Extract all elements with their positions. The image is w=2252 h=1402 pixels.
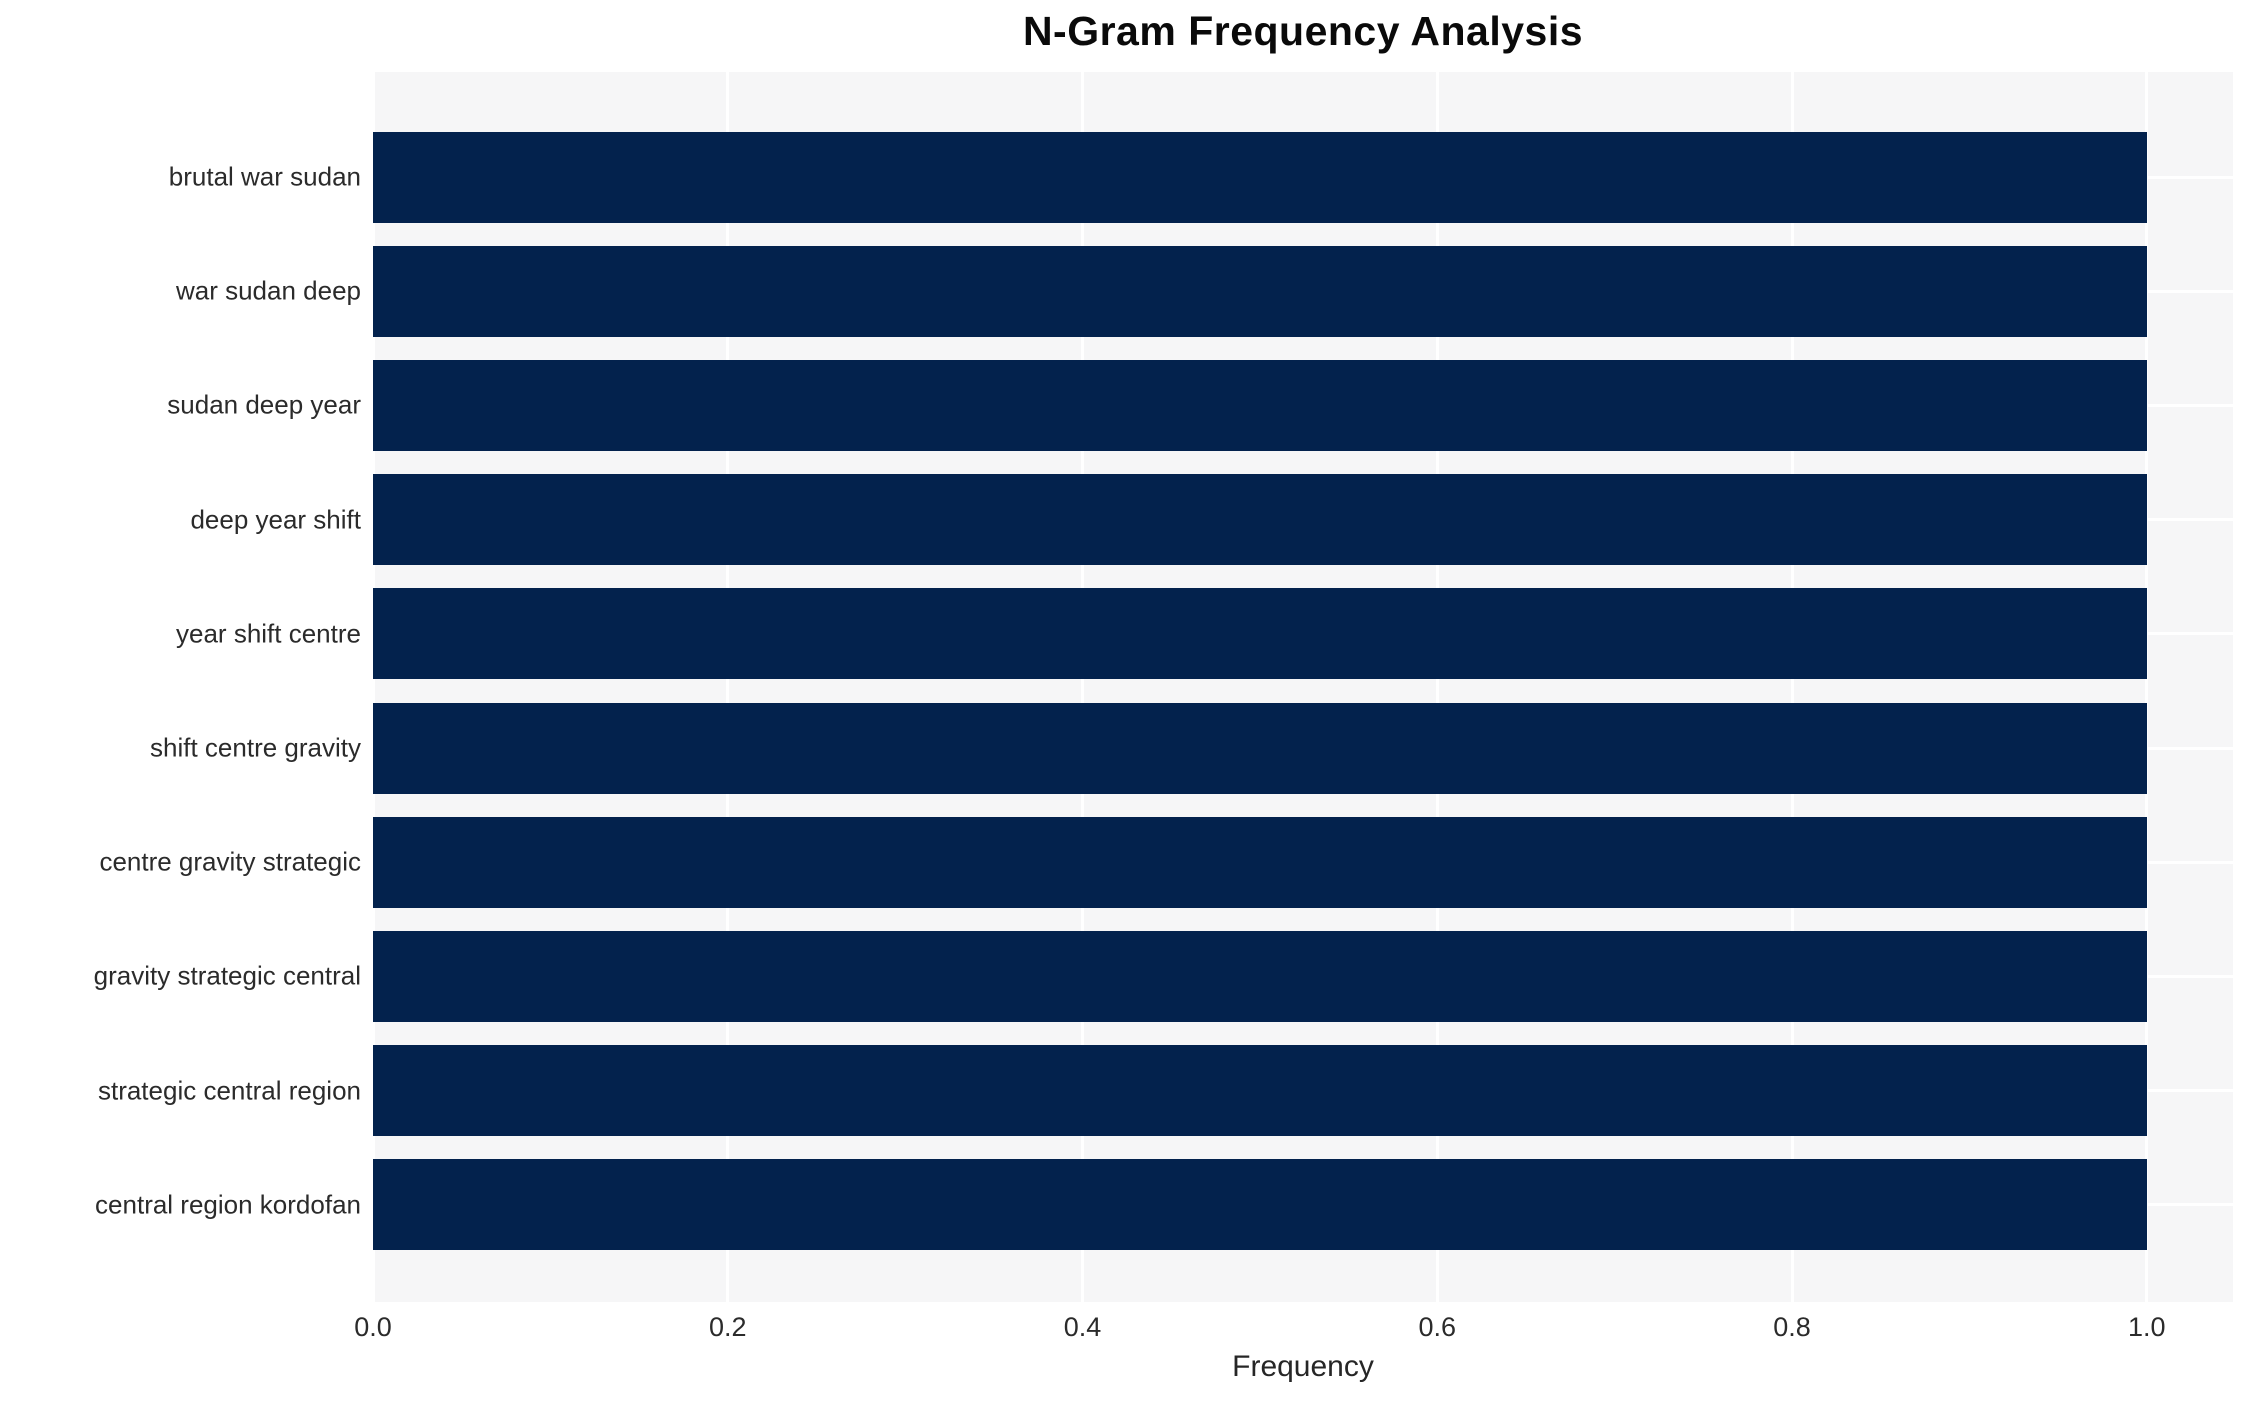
x-tick-label: 0.4 [1063,1312,1102,1342]
bar [373,1045,2147,1137]
x-tick-label: 0.6 [1418,1312,1457,1342]
y-tick-label: sudan deep year [167,389,361,420]
chart-title: N-Gram Frequency Analysis [1022,8,1584,54]
x-tick-label: 0.0 [354,1312,392,1342]
x-tick-label: 0.8 [1773,1312,1811,1342]
x-tick-label: 1.0 [2128,1312,2166,1342]
bar [373,131,2147,223]
bar [373,1159,2147,1251]
x-axis-title: Frequency [1232,1350,1374,1383]
bar [373,245,2147,337]
x-tick-label: 0.2 [708,1312,747,1342]
gridline-vertical [2145,72,2149,1302]
y-tick-label: deep year shift [190,504,361,535]
plot-area [371,72,2233,1302]
y-tick-label: central region kordofan [95,1189,361,1220]
y-tick-label: strategic central region [97,1075,361,1106]
bar [373,474,2147,566]
y-tick-label: centre gravity strategic [99,846,361,877]
gridline-vertical [371,72,375,1302]
y-tick-label: gravity strategic central [93,960,361,991]
bar [373,702,2147,794]
gridline-vertical [1435,72,1439,1302]
bar [373,816,2147,908]
y-tick-label: brutal war sudan [168,161,361,192]
bar [373,588,2147,680]
bar [373,930,2147,1022]
gridline-vertical [1081,72,1085,1302]
y-tick-label: war sudan deep [175,275,361,306]
gridline-vertical [726,72,730,1302]
bar [373,359,2147,451]
y-tick-label: shift centre gravity [150,732,361,763]
gridline-vertical [1790,72,1794,1302]
y-tick-label: year shift centre [176,618,361,649]
